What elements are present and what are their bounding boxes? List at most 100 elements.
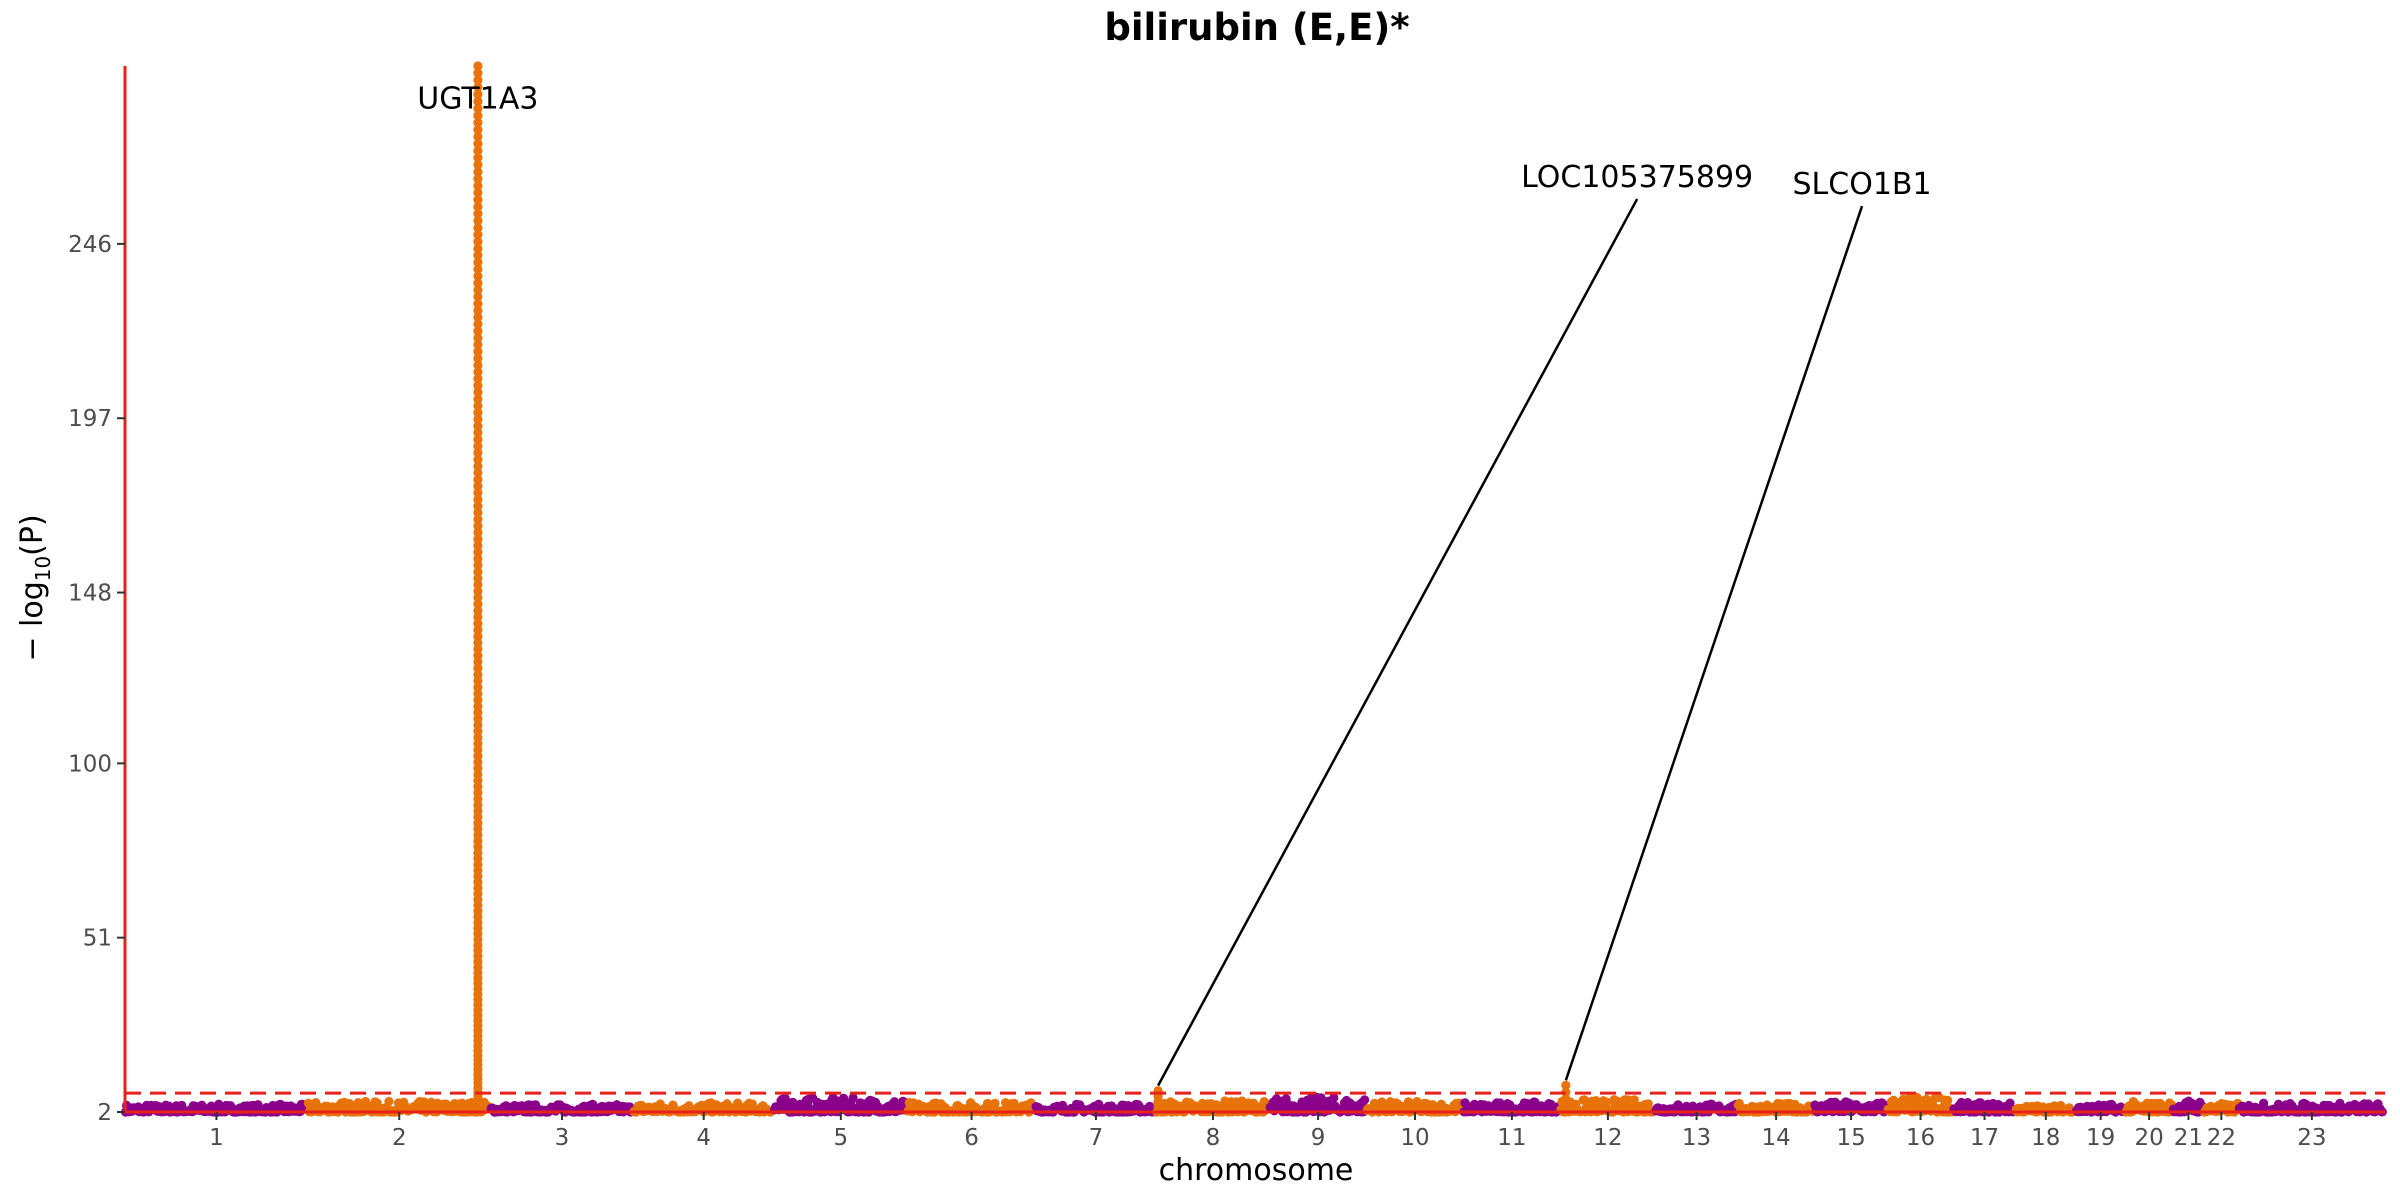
annotation-leader-line [1156,198,1639,1087]
chromosome-5-points [770,1093,910,1117]
peak-point [473,278,483,288]
peak-point [473,237,483,247]
peak-point [473,541,483,551]
peak-point [473,455,483,465]
peak-point [473,202,483,212]
peak-point [473,414,483,424]
peak-point [473,125,483,135]
peak-point [473,250,483,260]
peak-point [473,387,483,397]
x-tick-label: 1 [209,1125,224,1151]
peak-point [473,612,483,622]
x-tick-label: 12 [1593,1125,1622,1151]
peak-point [473,475,483,485]
peak-point [473,619,483,629]
data-point [1943,1095,1953,1105]
peak-point [473,118,483,128]
chromosome-2-points [303,61,492,1117]
data-point [345,1099,355,1109]
peak-point [473,448,483,458]
peak-point [473,625,483,635]
peak-point [473,271,483,281]
y-axis: 2 51 100 148 197 246 [68,66,127,1126]
peak-point [473,264,483,274]
peak-point [473,223,483,233]
peak-point [473,586,483,596]
chromosome-4-points [629,1098,777,1117]
peak-point [473,146,483,156]
peak-point [473,319,483,329]
data-point [2259,1098,2269,1108]
peak-point [473,527,483,538]
peak-point [473,593,483,603]
peak-point [473,714,483,724]
peak-point [473,501,483,511]
peak-point [473,494,483,505]
peak-point [473,606,483,616]
x-tick-label: 4 [696,1125,711,1151]
peak-point [473,82,483,92]
x-tick-label: 22 [2207,1125,2236,1151]
x-tick-label: 18 [2031,1125,2060,1151]
data-point [1094,1099,1104,1109]
peak-point [473,534,483,544]
peak-point [473,434,483,445]
data-point [1602,1097,1612,1107]
peak-point [473,292,483,302]
peak-point [473,726,483,736]
peak-point [473,481,483,491]
peak-point [473,68,483,78]
peak-point [473,360,483,370]
peak-point [473,167,483,177]
data-point [780,1093,790,1103]
peak-point [473,461,483,471]
x-tick-label: 23 [2297,1125,2326,1151]
x-axis-title: chromosome [1159,1153,1354,1188]
x-tick-label: 5 [834,1125,849,1151]
x-tick-label: 20 [2134,1125,2163,1151]
peak-point [473,243,483,254]
peak-point [473,554,483,564]
peak-point [473,663,483,674]
peak-point [473,547,483,557]
data-point [1360,1095,1370,1105]
data-point [1629,1095,1639,1105]
peak-point [473,230,483,240]
peak-point [473,567,483,577]
peak-point [473,132,483,142]
x-tick-label: 8 [1206,1125,1221,1151]
peak-point [473,160,483,170]
x-tick-label: 6 [964,1125,979,1151]
y-tick-label: 51 [83,926,112,952]
peak-point [473,488,483,498]
y-tick-label: 197 [68,406,112,432]
peak-point [473,670,483,680]
x-tick-label: 19 [2086,1125,2115,1151]
peak-point [473,75,483,85]
y-axis-title-main: − log [15,581,50,661]
x-tick-label: 2 [392,1125,407,1151]
peak-point [473,638,483,648]
peak-point [473,181,483,191]
peak-point [473,174,483,184]
x-tick-label: 13 [1682,1125,1711,1151]
peak-point [473,599,483,609]
peak-point [473,421,483,431]
peak-point [473,209,483,219]
peak-point [473,216,483,226]
peak-point [473,560,483,570]
chromosome-23-points [2234,1098,2387,1117]
peak-point [473,521,483,531]
peak-point [473,657,483,667]
gene-annotations: UGT1A3 LOC105375899 SLCO1B1 [417,82,1932,1087]
peak-point [473,408,483,418]
data-point [839,1093,849,1103]
peak-point [473,394,483,404]
peak-point [473,188,483,198]
peak-point [473,374,483,384]
peak-point [473,111,483,121]
peak-point [473,285,483,295]
x-tick-label: 9 [1311,1125,1326,1151]
x-tick-label: 3 [555,1125,570,1151]
